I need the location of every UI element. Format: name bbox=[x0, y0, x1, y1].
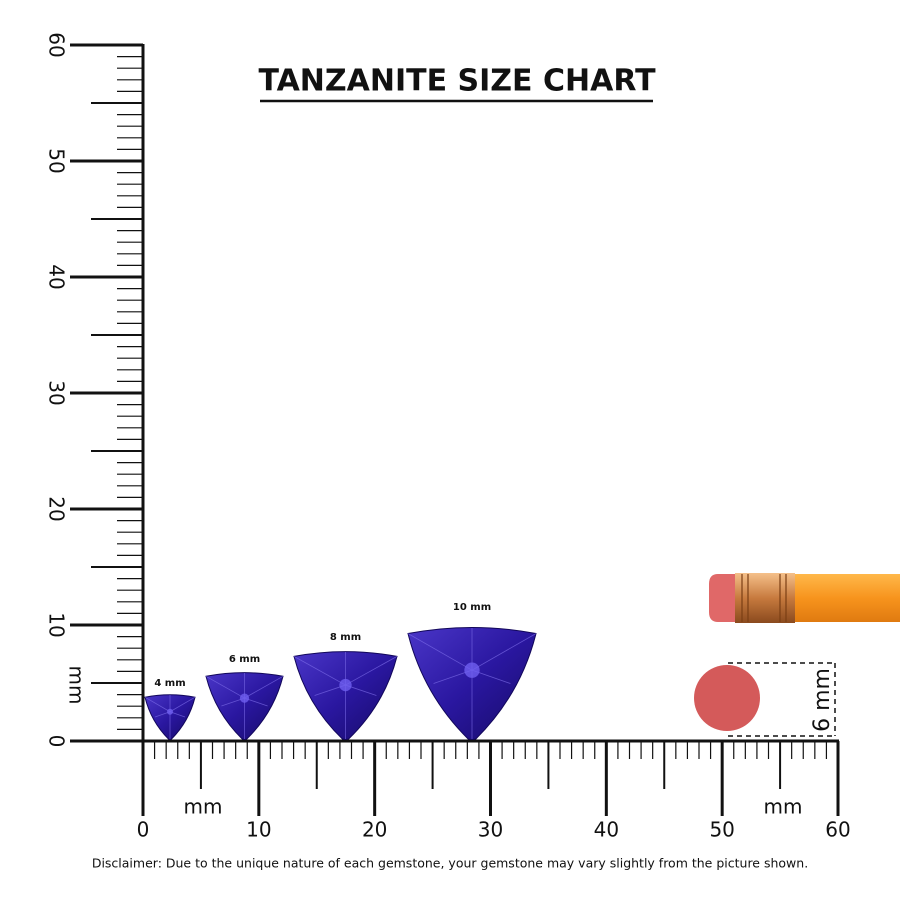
y-tick-label: 30 bbox=[45, 380, 69, 405]
gem-facet bbox=[407, 633, 473, 671]
horizontal-unit: mm bbox=[184, 795, 223, 819]
gem-sparkle bbox=[167, 708, 173, 715]
gem-facet bbox=[293, 656, 346, 686]
gem-label: 4 mm bbox=[154, 678, 185, 689]
gem-facet bbox=[169, 696, 196, 713]
y-tick-label: 0 bbox=[45, 735, 69, 748]
gem-facet bbox=[244, 675, 284, 699]
gem-label: 6 mm bbox=[229, 654, 260, 665]
x-tick-label: 30 bbox=[478, 818, 503, 842]
x-tick-label: 0 bbox=[137, 818, 150, 842]
eraser-dimension bbox=[728, 662, 836, 737]
horizontal-unit: mm bbox=[764, 795, 803, 819]
gem-facet bbox=[144, 696, 171, 713]
gems bbox=[144, 626, 537, 740]
y-tick-label: 50 bbox=[45, 148, 69, 173]
gem-label: 10 mm bbox=[453, 602, 491, 613]
pencil-ferrule bbox=[735, 573, 795, 623]
title: TANZANITE SIZE CHART bbox=[258, 64, 656, 99]
x-tick-label: 20 bbox=[362, 818, 387, 842]
pencil-body bbox=[795, 574, 900, 622]
gem-label: 8 mm bbox=[330, 632, 361, 643]
y-tick-label: 20 bbox=[45, 496, 69, 521]
pencil bbox=[709, 573, 900, 623]
y-tick-label: 40 bbox=[45, 264, 69, 289]
gem-sparkle bbox=[464, 662, 480, 678]
rulers bbox=[70, 43, 840, 816]
gem-facet bbox=[471, 633, 537, 671]
gem-facet bbox=[345, 656, 398, 686]
eraser-circle bbox=[694, 665, 760, 731]
x-tick-label: 10 bbox=[246, 818, 271, 842]
disclaimer: Disclaimer: Due to the unique nature of … bbox=[92, 856, 808, 871]
y-tick-label: 60 bbox=[45, 32, 69, 57]
gem-facet bbox=[205, 675, 245, 699]
x-tick-label: 50 bbox=[709, 818, 734, 842]
gem-sparkle bbox=[239, 693, 250, 703]
gem-sparkle bbox=[339, 678, 352, 692]
x-tick-label: 40 bbox=[594, 818, 619, 842]
pencil-eraser bbox=[709, 574, 735, 622]
vertical-unit: mm bbox=[65, 666, 89, 705]
y-tick-label: 10 bbox=[45, 612, 69, 637]
eraser-label: 6 mm bbox=[810, 668, 835, 732]
x-tick-label: 60 bbox=[825, 818, 850, 842]
